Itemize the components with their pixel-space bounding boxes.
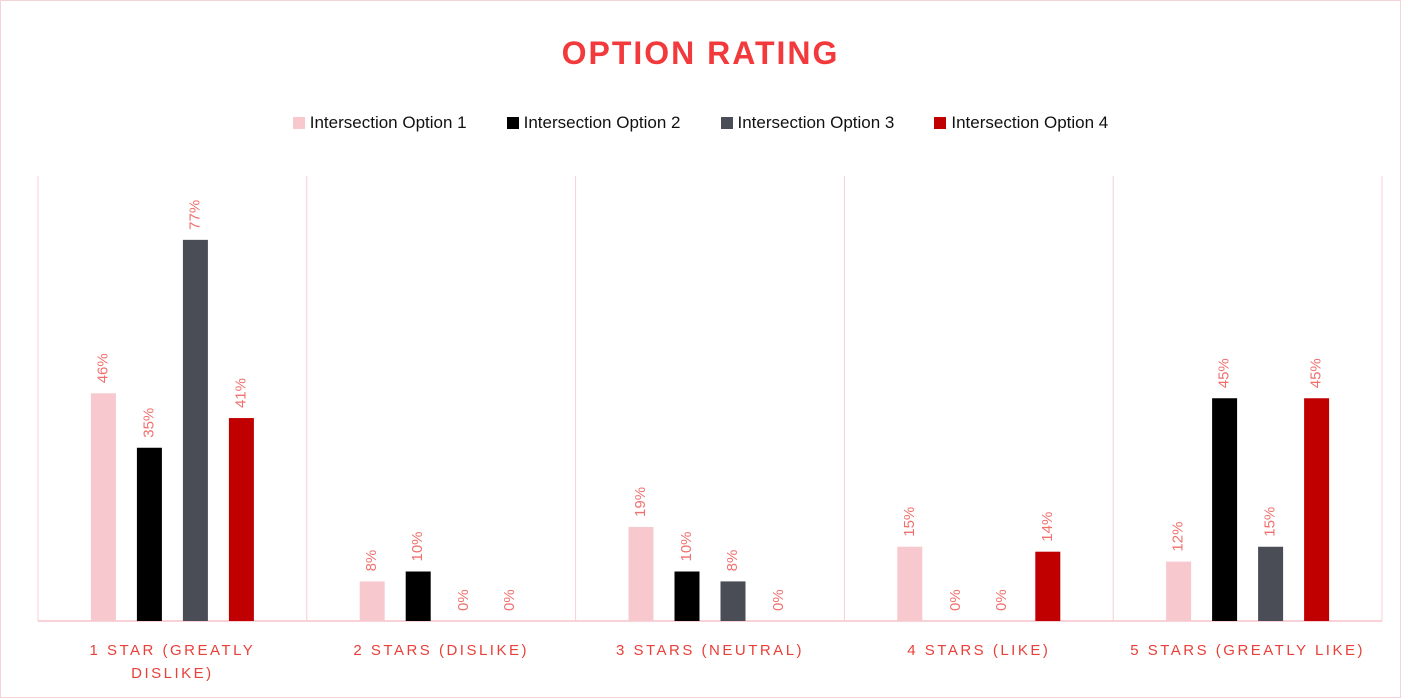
bar [628, 526, 654, 621]
data-label: 45% [1216, 358, 1233, 388]
bar [1035, 551, 1061, 621]
bar [1166, 561, 1192, 621]
data-label: 41% [232, 378, 249, 408]
data-label: 8% [724, 550, 741, 572]
legend-swatch [934, 117, 947, 129]
legend-swatch [720, 117, 733, 129]
data-label: 8% [363, 550, 380, 572]
bar [405, 571, 431, 621]
data-label: 45% [1308, 358, 1325, 388]
bar [720, 581, 746, 621]
legend-swatch [292, 117, 305, 129]
data-label: 15% [901, 507, 918, 537]
chart-title: OPTION RATING [561, 35, 840, 71]
data-label: 46% [94, 353, 111, 383]
legend-swatch [506, 117, 519, 129]
data-label: 0% [993, 589, 1010, 611]
bar [1212, 398, 1238, 621]
x-tick-label: 5 STARS (GREATLY LIKE) [1130, 642, 1365, 659]
legend-item: Intersection Option 2 [506, 113, 681, 133]
legend: Intersection Option 1 Intersection Option… [1, 113, 1400, 133]
data-label: 0% [501, 589, 518, 611]
x-tick-label: 4 STARS (LIKE) [907, 642, 1051, 659]
bar [90, 393, 116, 621]
data-label: 10% [678, 531, 695, 561]
legend-label: Intersection Option 1 [309, 113, 467, 132]
bar [136, 447, 162, 621]
data-label: 0% [770, 589, 787, 611]
bar [182, 239, 208, 621]
data-label: 14% [1039, 512, 1056, 542]
bar [1304, 398, 1330, 621]
bar [1258, 546, 1284, 621]
bar [359, 581, 385, 621]
bar [674, 571, 700, 621]
x-tick-label: 3 STARS (NEUTRAL) [615, 642, 805, 659]
x-tick-label: 2 STARS (DISLIKE) [353, 642, 529, 659]
bar [897, 546, 923, 621]
data-label: 12% [1170, 522, 1187, 552]
data-label: 0% [455, 589, 472, 611]
x-tick-label: 1 STAR (GREATLY DISLIKE) [89, 642, 256, 682]
legend-item: Intersection Option 4 [934, 113, 1108, 133]
legend-label: Intersection Option 2 [523, 113, 681, 132]
bar [228, 418, 254, 621]
data-label: 77% [186, 200, 203, 230]
data-label: 10% [409, 531, 426, 561]
legend-item: Intersection Option 3 [720, 113, 895, 133]
legend-item: Intersection Option 1 [292, 113, 467, 133]
data-label: 15% [1262, 507, 1279, 537]
legend-label: Intersection Option 3 [737, 113, 895, 132]
data-label: 35% [140, 408, 157, 438]
data-label: 19% [632, 487, 649, 517]
legend-label: Intersection Option 4 [951, 113, 1109, 132]
data-label: 0% [947, 589, 964, 611]
